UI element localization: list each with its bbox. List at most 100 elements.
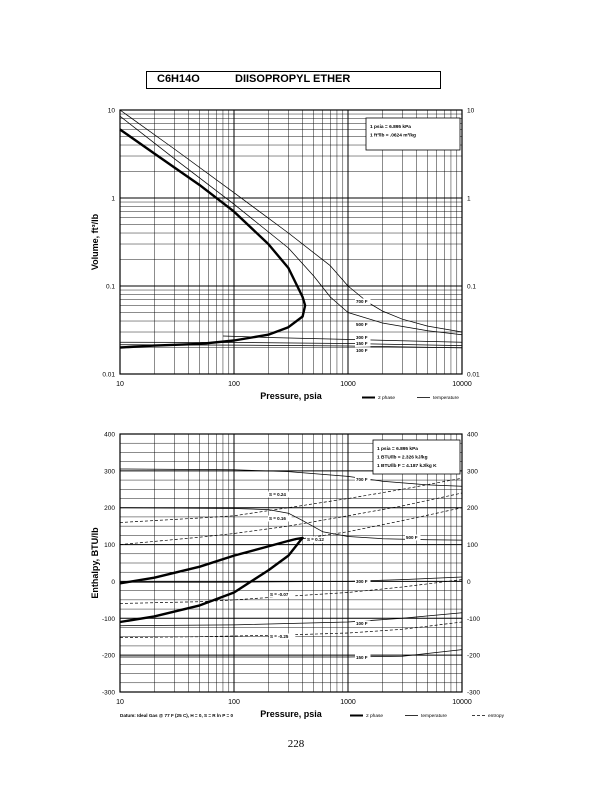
series-700-f-line <box>119 109 463 333</box>
curve-annotation: S = -0.25 <box>270 634 289 639</box>
series-s-0-16-line <box>119 492 463 545</box>
y-tick-label: 0.01 <box>102 372 115 379</box>
x-tick-label: 1000 <box>340 381 356 388</box>
title-box: C6H14O DIISOPROPYL ETHER <box>146 71 441 89</box>
annotation-bg <box>355 340 371 347</box>
y-tick-label-right: 0.01 <box>467 372 480 379</box>
series-s-0-25-line <box>119 621 463 638</box>
series-2-phase-line <box>119 128 307 349</box>
x-tick-label: 10 <box>116 699 124 706</box>
annotation-bg <box>355 476 371 483</box>
y-tick-label: -300 <box>102 690 115 697</box>
y-tick-label: 100 <box>104 542 115 549</box>
conversion-text: 1 BTU/lb F = 4.187 kJ/kg K <box>377 463 437 469</box>
series-300-f-line <box>222 335 463 343</box>
series-150-f-line <box>119 341 463 346</box>
curve-annotation: 500 F <box>406 535 418 540</box>
x-axis-label: Pressure, psia <box>260 709 323 719</box>
x-tick-label: 10000 <box>452 699 472 706</box>
series-s-0-07-line <box>119 579 463 604</box>
legend-label: 2 phase <box>366 713 383 719</box>
series-2-phase-line <box>119 536 304 624</box>
annotation-bg <box>306 536 330 543</box>
y-tick-label: 400 <box>104 432 115 439</box>
curve-annotation: 300 F <box>356 335 368 340</box>
x-tick-label: 10 <box>116 381 124 388</box>
curve-annotation: 500 F <box>356 322 368 327</box>
series-300-f-line <box>120 576 463 583</box>
annotation-bg <box>268 515 292 522</box>
page-number: 228 <box>287 738 305 750</box>
x-axis-label: Pressure, psia <box>260 391 323 401</box>
conversion-text: 1 BTU/lb = 2.326 kJ/kg <box>377 455 428 461</box>
curve-annotation: 150 F <box>356 655 368 660</box>
y-tick-label-right: 10 <box>467 108 475 115</box>
y-tick-label: -100 <box>102 616 115 623</box>
conversion-text: 1 ft³/lb = .0624 m³/kg <box>370 133 416 139</box>
y-tick-label-right: -100 <box>467 616 480 623</box>
conversion-box <box>365 117 461 151</box>
series-150-f-line <box>120 649 463 658</box>
y-tick-label: 1 <box>111 196 115 203</box>
conversion-text: 1 psia = 6.895 kPa <box>370 124 411 130</box>
plot-frame <box>119 433 463 693</box>
y-tick-label-right: -200 <box>467 653 480 660</box>
x-tick-label: 100 <box>228 381 240 388</box>
curve-annotation: 700 F <box>356 299 368 304</box>
y-axis-label: Enthalpy, BTU/lb <box>90 527 100 599</box>
annotation-bg <box>355 347 371 354</box>
curve-annotation: 300 F <box>356 579 368 584</box>
y-tick-label-right: 0.1 <box>467 284 476 291</box>
curve-annotation: S = 0.24 <box>269 492 286 497</box>
curve-annotation: 700 F <box>356 477 368 482</box>
y-tick-label: 200 <box>104 505 115 512</box>
annotation-bg <box>355 654 371 661</box>
y-tick-label: 300 <box>104 468 115 475</box>
x-tick-label: 10000 <box>452 381 472 388</box>
y-tick-label-right: -300 <box>467 690 480 697</box>
y-tick-label: 10 <box>108 108 116 115</box>
series-100-f-line <box>119 344 463 349</box>
series-s-0-12-line <box>288 507 463 542</box>
annotation-bg <box>268 491 292 498</box>
annotation-bg <box>355 298 371 305</box>
plot-frame <box>119 109 463 375</box>
annotation-bg <box>269 633 296 640</box>
series-100-f-line <box>119 612 463 627</box>
y-tick-label-right: 100 <box>467 542 478 549</box>
y-axis-label: Volume, ft³/lb <box>90 213 100 270</box>
legend-label: temperature <box>433 395 459 401</box>
y-tick-label-right: 0 <box>467 579 471 586</box>
annotation-bg <box>405 534 421 541</box>
annotation-bg <box>355 334 371 341</box>
y-tick-label-right: 400 <box>467 432 478 439</box>
conversion-box <box>372 439 461 475</box>
y-tick-label-right: 1 <box>467 196 471 203</box>
curve-annotation: S = 0.16 <box>269 516 286 521</box>
datum-note: Datum: Ideal Gas @ 77 F (25 C), H = 0, S… <box>120 713 233 718</box>
chemical-formula: C6H14O <box>157 73 200 85</box>
chemical-name: DIISOPROPYL ETHER <box>235 73 351 85</box>
curve-annotation: 100 F <box>356 621 368 626</box>
y-tick-label-right: 300 <box>467 468 478 475</box>
y-tick-label-right: 200 <box>467 505 478 512</box>
y-tick-label: 0 <box>111 579 115 586</box>
annotation-bg <box>269 591 296 598</box>
x-tick-label: 100 <box>228 699 240 706</box>
annotation-bg <box>355 620 371 627</box>
curve-annotation: 100 F <box>356 348 368 353</box>
conversion-text: 1 psia = 6.895 kPa <box>377 446 418 452</box>
legend-label: 2 phase <box>378 395 395 401</box>
annotation-bg <box>355 321 371 328</box>
y-tick-label: -200 <box>102 653 115 660</box>
curve-annotation: S = 0.12 <box>307 537 324 542</box>
annotation-bg <box>355 578 371 585</box>
legend-label: temperature <box>421 713 447 719</box>
series-500-f-line <box>119 115 463 336</box>
y-tick-label: 0.1 <box>106 284 115 291</box>
curve-annotation: 150 F <box>356 341 368 346</box>
legend-label: entropy <box>488 713 505 719</box>
curve-annotation: S = -0.07 <box>270 592 289 597</box>
x-tick-label: 1000 <box>340 699 356 706</box>
